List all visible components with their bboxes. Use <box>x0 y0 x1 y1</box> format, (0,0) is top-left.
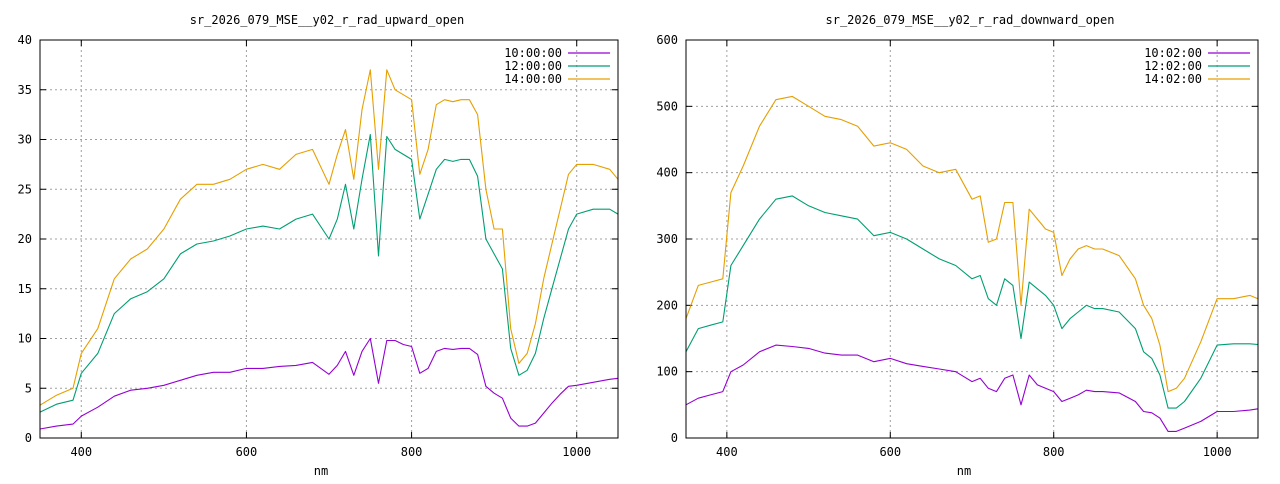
y-tick-label: 0 <box>671 431 678 445</box>
x-axis-label: nm <box>957 464 971 478</box>
chart-title: sr_2026_079_MSE__y02_r_rad_downward_open <box>826 13 1115 27</box>
plot-frame <box>39 39 619 439</box>
legend-label: 12:00:00 <box>504 59 562 73</box>
x-tick-label: 400 <box>70 445 92 459</box>
y-tick-label: 15 <box>18 282 32 296</box>
x-tick-label: 1000 <box>1203 445 1232 459</box>
y-tick-label: 0 <box>25 431 32 445</box>
series-line-1 <box>39 133 619 413</box>
y-tick-label: 5 <box>25 381 32 395</box>
x-tick-label: 800 <box>1043 445 1065 459</box>
chart-panel-1: sr_2026_079_MSE__y02_r_rad_downward_open… <box>656 13 1259 478</box>
legend-label: 14:00:00 <box>504 72 562 86</box>
legend-label: 10:02:00 <box>1144 46 1202 60</box>
legend-label: 12:02:00 <box>1144 59 1202 73</box>
x-tick-label: 800 <box>401 445 423 459</box>
x-tick-label: 1000 <box>562 445 591 459</box>
y-tick-label: 600 <box>656 33 678 47</box>
chart-panel-0: sr_2026_079_MSE__y02_r_rad_upward_open 0 5… <box>18 13 619 478</box>
series-line-0 <box>685 344 1259 432</box>
y-tick-label: 10 <box>18 332 32 346</box>
x-tick-label: 400 <box>716 445 738 459</box>
x-axis-label: nm <box>314 464 328 478</box>
y-tick-label: 100 <box>656 365 678 379</box>
series-line-1 <box>685 195 1259 409</box>
legend-label: 10:00:00 <box>504 46 562 60</box>
y-tick-label: 500 <box>656 99 678 113</box>
series-line-2 <box>685 95 1259 393</box>
chart-title: sr_2026_079_MSE__y02_r_rad_upward_open <box>190 13 465 27</box>
legend-label: 14:02:00 <box>1144 72 1202 86</box>
x-tick-label: 600 <box>879 445 901 459</box>
series-line-0 <box>39 337 619 430</box>
y-tick-label: 300 <box>656 232 678 246</box>
y-tick-label: 400 <box>656 166 678 180</box>
y-tick-label: 25 <box>18 182 32 196</box>
y-tick-label: 40 <box>18 33 32 47</box>
plot-frame <box>685 39 1259 439</box>
x-tick-label: 600 <box>236 445 258 459</box>
series-line-2 <box>39 69 619 406</box>
y-tick-label: 30 <box>18 133 32 147</box>
y-tick-label: 20 <box>18 232 32 246</box>
y-tick-label: 35 <box>18 83 32 97</box>
y-tick-label: 200 <box>656 298 678 312</box>
